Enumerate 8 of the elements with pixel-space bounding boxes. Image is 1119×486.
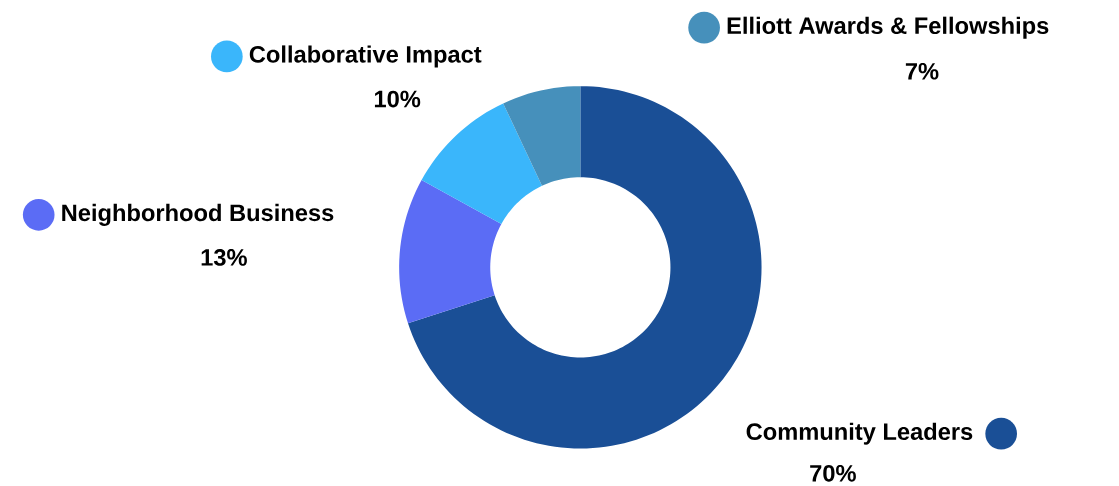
data-label: 70% <box>810 464 856 482</box>
slice-label: Community Leaders <box>746 422 973 445</box>
legend-label: Elliott Awards & Fellowships <box>727 16 1049 39</box>
data-label: 10% <box>374 90 421 108</box>
data-label: 7% <box>905 62 939 80</box>
legend-label: Collaborative Impact <box>249 45 482 68</box>
legend-label: Neighborhood Business <box>62 203 334 226</box>
data-label: 13% <box>201 248 247 266</box>
